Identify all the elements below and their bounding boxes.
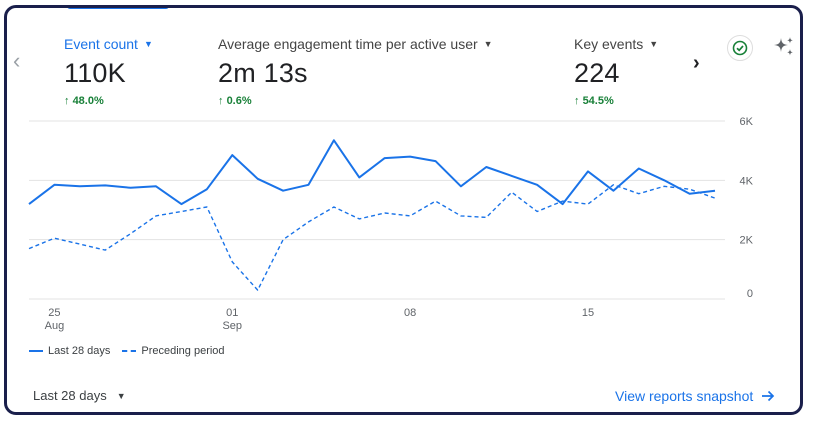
arrow-up-icon: ↑	[218, 95, 224, 107]
metric-label: Event count	[64, 36, 138, 52]
y-tick-label: 2K	[740, 235, 754, 247]
x-tick-label: 01	[226, 307, 238, 319]
series-line-preceding-period	[28, 184, 716, 291]
metric-value: 2m 13s	[218, 58, 308, 88]
x-tick-label: 25	[48, 307, 60, 319]
metric-key-events[interactable]: Key events ▼ 224 ↑ 54.5%	[574, 36, 658, 107]
metric-value: 110K	[64, 58, 126, 88]
metric-label: Key events	[574, 36, 644, 52]
legend-previous: Preceding period	[141, 345, 225, 357]
metric-change: 48.0%	[72, 95, 104, 107]
y-tick-label: 0	[747, 288, 753, 300]
snapshot-link-label: View reports snapshot	[615, 388, 754, 404]
chevron-left-icon[interactable]: ‹	[13, 48, 21, 73]
y-tick-label: 4K	[740, 175, 754, 187]
check-circle-icon[interactable]	[727, 35, 753, 61]
legend-current: Last 28 days	[48, 345, 111, 357]
sparkle-icon[interactable]	[772, 35, 796, 64]
arrow-up-icon: ↑	[64, 95, 70, 107]
x-tick-sublabel: Sep	[222, 320, 242, 332]
date-range-selector[interactable]: Last 28 days ▼	[33, 388, 126, 403]
x-tick-sublabel: Aug	[45, 320, 65, 332]
chart-legend: Last 28 days Preceding period	[29, 345, 231, 357]
arrow-up-icon: ↑	[574, 95, 580, 107]
view-reports-snapshot-link[interactable]: View reports snapshot	[615, 388, 775, 404]
solid-line-swatch	[29, 350, 43, 352]
series-line-last-28-days	[28, 139, 716, 206]
metric-change: 0.6%	[226, 95, 252, 107]
date-range-label: Last 28 days	[33, 388, 107, 403]
metric-change: 54.5%	[582, 95, 614, 107]
metric-value: 224	[574, 58, 620, 88]
event-count-card: ‹ Event count ▼ 110K ↑ 48.0% Average eng…	[4, 5, 803, 415]
chevron-right-icon[interactable]: ›	[693, 52, 700, 74]
x-tick-label: 08	[404, 307, 416, 319]
caret-down-icon: ▼	[116, 390, 126, 401]
active-tab-indicator	[67, 8, 169, 9]
caret-down-icon[interactable]: ▼	[649, 39, 659, 49]
caret-down-icon[interactable]: ▼	[143, 39, 153, 49]
caret-down-icon[interactable]: ▼	[483, 39, 493, 49]
metric-avg-engagement[interactable]: Average engagement time per active user …	[218, 36, 493, 107]
x-tick-label: 15	[582, 307, 594, 319]
y-tick-label: 6K	[740, 116, 754, 128]
metric-event-count[interactable]: Event count ▼ 110K ↑ 48.0%	[64, 36, 153, 107]
arrow-right-icon	[762, 390, 775, 402]
dashed-line-swatch	[122, 350, 137, 352]
metric-label: Average engagement time per active user	[218, 36, 478, 52]
